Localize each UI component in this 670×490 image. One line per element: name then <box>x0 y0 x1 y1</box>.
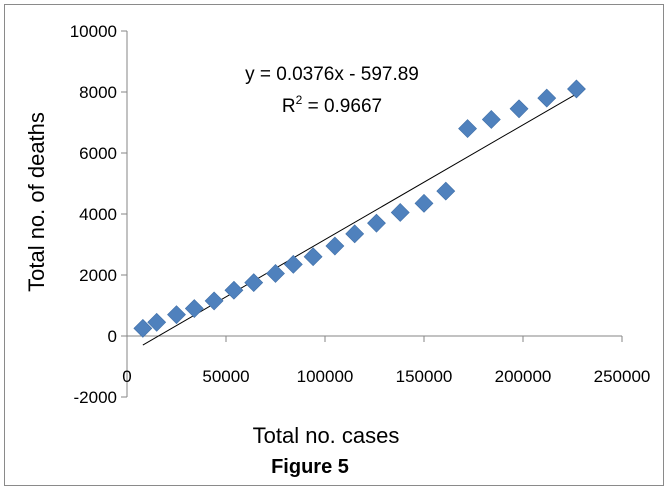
y-axis-title: Total no. of deaths <box>24 112 49 292</box>
x-tick-label: 150000 <box>396 367 453 386</box>
data-point-marker <box>458 119 477 139</box>
data-point-marker <box>147 312 167 332</box>
x-axis-title: Total no. cases <box>253 423 400 448</box>
data-point-marker <box>204 291 224 311</box>
data-point-marker <box>481 110 501 129</box>
data-point-marker <box>345 224 365 244</box>
y-tick-label: 8000 <box>79 83 117 102</box>
data-point-marker <box>283 254 303 274</box>
data-point-marker <box>436 181 456 201</box>
y-tick-label: 2000 <box>79 266 117 285</box>
x-tick-label: 50000 <box>202 367 249 386</box>
x-tick-label: 200000 <box>495 367 552 386</box>
y-tick-label: 10000 <box>70 22 117 41</box>
y-tick-label: -2000 <box>74 388 117 407</box>
y-tick-label: 0 <box>108 327 117 346</box>
data-point-marker <box>133 318 153 338</box>
data-point-marker <box>325 236 345 256</box>
data-point-marker <box>184 299 204 318</box>
trendline-equation: y = 0.0376x - 597.89 <box>245 64 419 85</box>
data-point-marker <box>167 305 186 325</box>
data-point-marker <box>244 273 264 293</box>
x-tick-label: 100000 <box>297 367 354 386</box>
figure-caption: Figure 5 <box>271 456 349 478</box>
trendline <box>142 93 577 346</box>
data-point-marker <box>390 203 410 222</box>
trendline-layer <box>142 93 577 346</box>
data-point-marker <box>414 193 434 213</box>
data-point-marker <box>567 79 586 99</box>
x-tick-label: 0 <box>122 367 131 386</box>
data-points <box>133 79 586 338</box>
y-tick-label: 6000 <box>79 144 117 163</box>
data-point-marker <box>303 247 323 267</box>
r-squared-label: R2 = 0.9667 <box>282 93 382 117</box>
x-tick-label: 250000 <box>594 367 651 386</box>
data-point-marker <box>367 213 386 233</box>
data-point-marker <box>266 264 285 283</box>
data-point-marker <box>224 280 244 300</box>
data-point-marker <box>537 88 557 108</box>
data-point-marker <box>509 99 529 119</box>
y-tick-label: 4000 <box>79 205 117 224</box>
